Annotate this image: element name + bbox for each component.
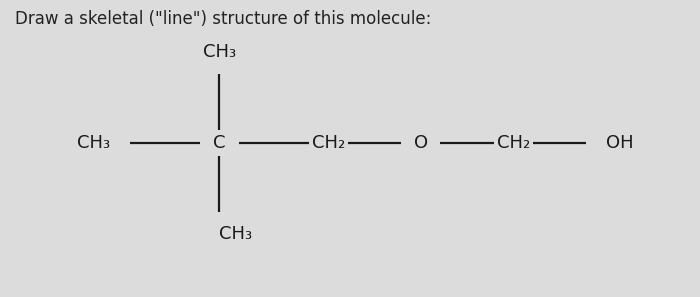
- Text: OH: OH: [606, 134, 634, 152]
- Text: Draw a skeletal ("line") structure of this molecule:: Draw a skeletal ("line") structure of th…: [15, 10, 432, 28]
- Text: O: O: [414, 134, 428, 152]
- Text: CH₃: CH₃: [203, 43, 236, 61]
- Text: CH₂: CH₂: [312, 134, 345, 152]
- Text: C: C: [213, 134, 225, 152]
- Text: CH₂: CH₂: [497, 134, 530, 152]
- Text: CH₃: CH₃: [77, 134, 111, 152]
- Text: CH₃: CH₃: [219, 225, 253, 243]
